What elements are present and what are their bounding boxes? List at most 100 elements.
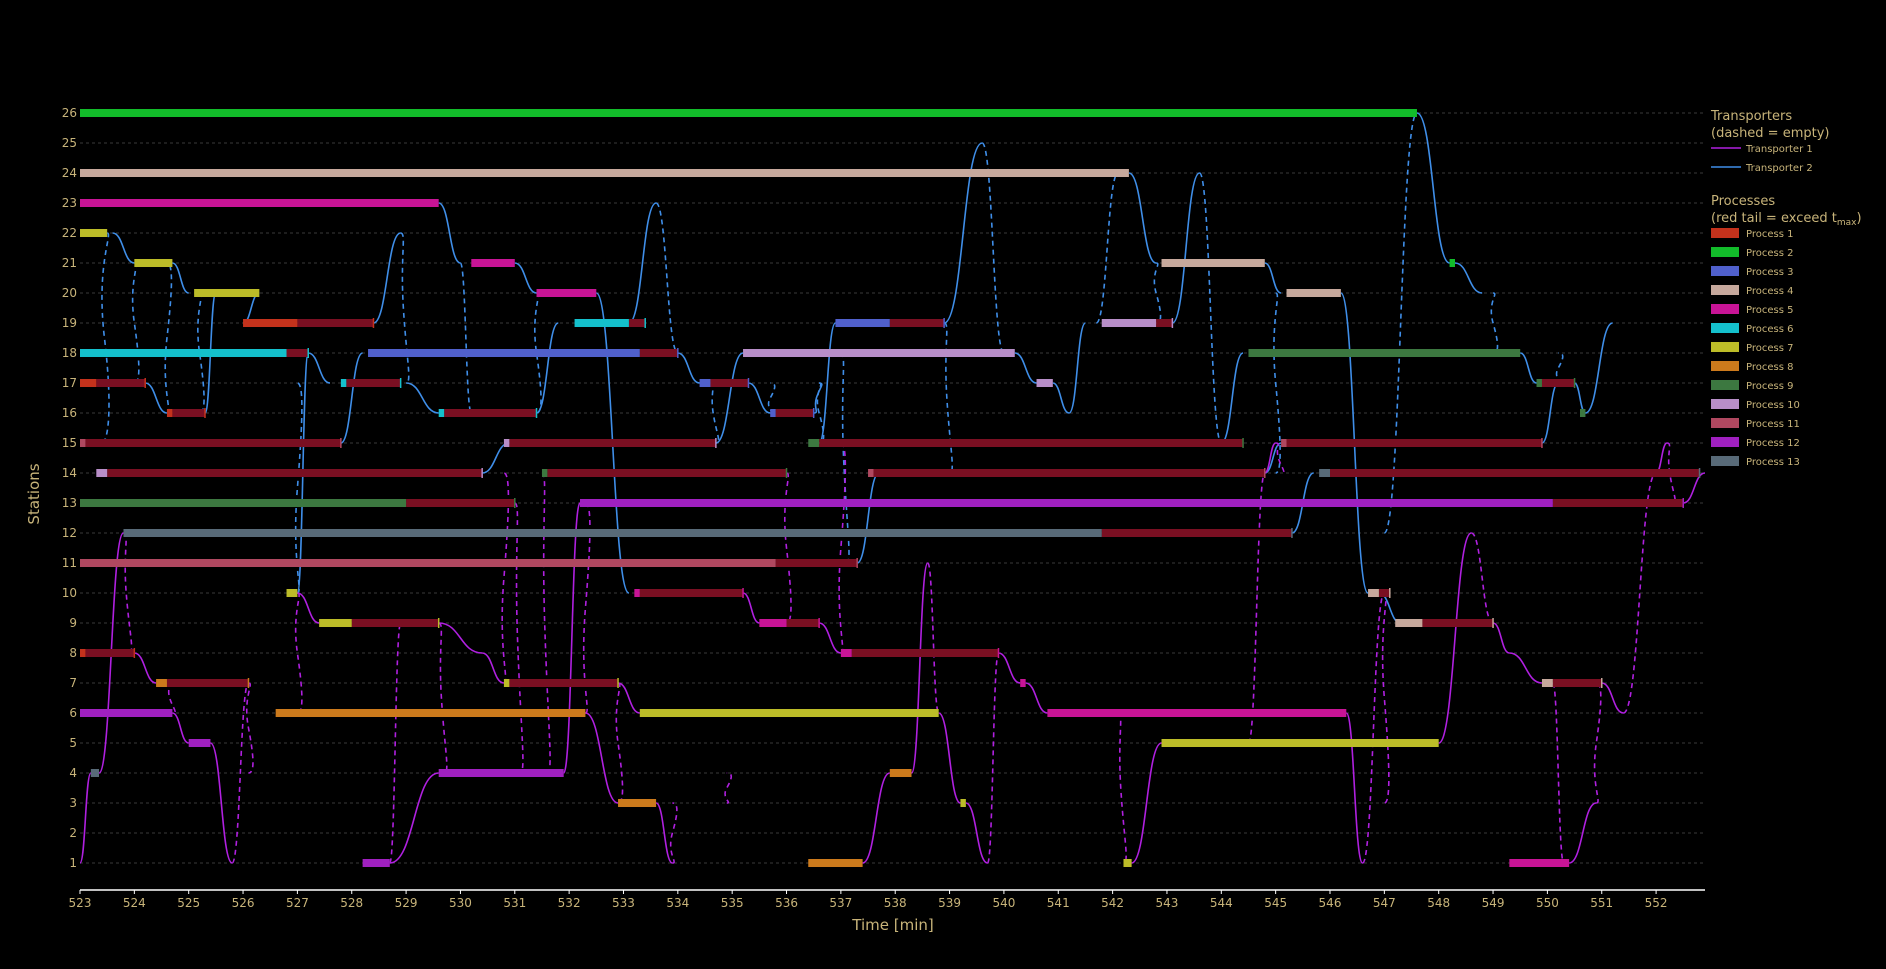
y-tick-6: 6 xyxy=(69,706,77,720)
process-tail-37 xyxy=(1552,499,1684,507)
process-tail-34 xyxy=(873,469,1265,477)
transport-move-33 xyxy=(840,352,850,564)
legend-process-label-13: Process 13 xyxy=(1746,457,1800,468)
process-body-10 xyxy=(1286,289,1341,297)
transport-move-27 xyxy=(715,352,744,444)
process-body-55 xyxy=(1047,709,1347,717)
process-tail-11 xyxy=(297,319,374,327)
process-body-30 xyxy=(808,439,820,447)
process-bar-15 xyxy=(80,348,310,358)
process-bar-8 xyxy=(194,289,260,297)
x-tick-523: 523 xyxy=(69,896,92,910)
process-bar-33 xyxy=(541,468,788,478)
legend-transporters-title-1: Transporters xyxy=(1710,109,1792,124)
transport-move-23 xyxy=(628,202,657,324)
process-body-38 xyxy=(123,529,1102,537)
process-body-18 xyxy=(1248,349,1521,357)
x-axis-label: Time [min] xyxy=(851,916,933,934)
process-bar-20 xyxy=(340,378,402,388)
legend-process-label-1: Process 1 xyxy=(1746,229,1793,240)
transport-move-54 xyxy=(1416,112,1450,264)
process-bar-61 xyxy=(618,799,657,807)
transport-move-4 xyxy=(164,262,173,414)
legend-process-label-12: Process 12 xyxy=(1746,438,1800,449)
transport-move-116 xyxy=(1601,682,1624,714)
process-tail-16 xyxy=(639,349,678,357)
y-tick-10: 10 xyxy=(62,586,77,600)
process-body-59 xyxy=(438,769,564,777)
process-body-48 xyxy=(156,679,167,687)
process-tail-29 xyxy=(509,439,716,447)
process-bar-66 xyxy=(1509,859,1570,867)
process-bar-32 xyxy=(96,468,483,478)
y-tick-15: 15 xyxy=(62,436,77,450)
y-tick-3: 3 xyxy=(69,796,77,810)
process-tail-36 xyxy=(406,499,515,507)
process-tail-15 xyxy=(286,349,309,357)
transport-move-45 xyxy=(1198,172,1223,444)
transport-move-19 xyxy=(514,262,537,294)
process-body-40 xyxy=(286,589,298,597)
transport-move-94 xyxy=(910,562,929,774)
transport-move-86 xyxy=(655,802,674,864)
process-tail-19 xyxy=(96,379,146,387)
transport-move-75 xyxy=(438,622,448,774)
transport-move-30 xyxy=(813,382,823,414)
process-bar-19 xyxy=(80,378,146,388)
transport-move-90 xyxy=(783,472,792,624)
process-bar-53 xyxy=(275,709,586,717)
process-body-60 xyxy=(889,769,912,777)
transport-move-106 xyxy=(1345,712,1364,864)
process-bar-34 xyxy=(868,468,1266,478)
x-tick-529: 529 xyxy=(395,896,418,910)
y-tick-19: 19 xyxy=(62,316,77,330)
process-bar-56 xyxy=(188,739,211,747)
transport-move-15 xyxy=(405,382,439,414)
transport-move-101 xyxy=(1117,712,1127,864)
y-axis-label: Stations xyxy=(25,463,43,524)
process-body-44 xyxy=(759,619,787,627)
y-tick-8: 8 xyxy=(69,646,77,660)
process-tail-47 xyxy=(851,649,999,657)
process-body-42 xyxy=(1368,589,1379,597)
process-bar-51 xyxy=(1541,678,1603,688)
process-body-11 xyxy=(243,319,298,327)
y-tick-5: 5 xyxy=(69,736,77,750)
legend-process-swatch-9 xyxy=(1711,380,1739,390)
transport-move-40 xyxy=(1068,322,1087,414)
transport-move-61 xyxy=(1585,322,1613,414)
y-tick-7: 7 xyxy=(69,676,77,690)
x-tick-545: 545 xyxy=(1264,896,1287,910)
process-body-63 xyxy=(362,859,390,867)
transport-move-28 xyxy=(748,382,771,414)
transport-move-8 xyxy=(242,292,260,324)
process-tail-45 xyxy=(1422,619,1494,627)
transport-move-32 xyxy=(818,322,837,444)
transport-move-77 xyxy=(481,652,505,684)
transport-move-17 xyxy=(459,262,473,414)
transport-move-59 xyxy=(1555,352,1564,384)
process-tail-44 xyxy=(786,619,820,627)
process-body-6 xyxy=(1161,259,1265,267)
transport-move-118 xyxy=(1655,442,1668,474)
y-tick-22: 22 xyxy=(62,226,77,240)
legend-process-label-9: Process 9 xyxy=(1746,381,1793,392)
process-bar-22 xyxy=(1036,379,1053,387)
x-tick-527: 527 xyxy=(286,896,309,910)
legend-process-swatch-11 xyxy=(1711,418,1739,428)
transport-move-88 xyxy=(724,772,733,804)
y-tick-25: 25 xyxy=(62,136,77,150)
x-tick-543: 543 xyxy=(1156,896,1179,910)
process-bar-47 xyxy=(840,648,1000,658)
transport-move-73 xyxy=(388,622,402,864)
process-tail-14 xyxy=(1156,319,1173,327)
transport-move-92 xyxy=(838,442,847,654)
gridlines xyxy=(80,112,1705,864)
legend-process-swatch-6 xyxy=(1711,323,1739,333)
process-tail-42 xyxy=(1378,589,1390,597)
process-bar-38 xyxy=(123,528,1293,538)
transport-move-85 xyxy=(617,682,641,714)
process-bar-6 xyxy=(1161,259,1265,267)
transport-move-60 xyxy=(1574,382,1586,414)
process-body-36 xyxy=(80,499,407,507)
